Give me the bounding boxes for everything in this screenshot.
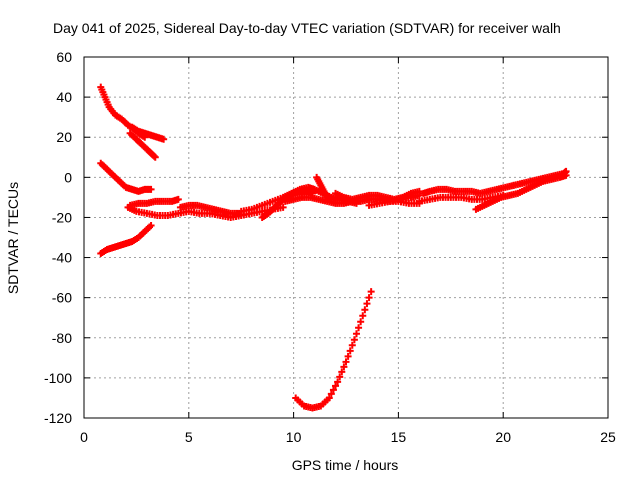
data-point [348,341,356,349]
series-arc-2 [128,123,168,143]
series-arc-14 [365,191,423,209]
series-arc-3 [126,129,159,161]
gridlines [84,57,608,418]
data-point [325,195,333,203]
y-tick-label: -80 [52,330,72,346]
x-tick-label: 5 [185,429,193,445]
x-tick-label: 20 [495,429,511,445]
data-point [355,324,363,332]
data-point [334,378,342,386]
y-tick-label: 60 [56,49,72,65]
data-point [342,358,350,366]
x-tick-label: 10 [286,429,302,445]
data-point [365,294,373,302]
data-point [562,167,570,175]
data-point [359,312,367,320]
y-tick-label: -40 [52,250,72,266]
data-point [415,191,423,199]
data-point [147,185,155,193]
data-point [357,318,365,326]
data-point [151,153,159,161]
series-arc-18 [510,167,570,189]
data-point [147,221,155,229]
y-tick-label: 20 [56,129,72,145]
data-point [344,352,352,360]
y-tick-label: -60 [52,290,72,306]
data-point [327,390,335,398]
data-point [329,386,337,394]
data-point [352,330,360,338]
data-point [338,368,346,376]
data-point [325,394,333,402]
data-point [174,195,182,203]
series-arc-12 [313,173,333,203]
y-tick-label: -100 [44,370,72,386]
x-axis-label: GPS time / hours [292,457,399,473]
y-axis-label: SDTVAR / TECUs [5,182,21,294]
data-point [361,306,369,314]
data-series [97,83,570,412]
series-arc-4 [97,159,155,195]
y-tick-label: 40 [56,89,72,105]
data-point [332,382,340,390]
axis-ticks: 0 5 10 15 20 25 -120 -100 -80 -60 -40 -20 0 20 40 60 [44,49,616,445]
y-tick-label: -20 [52,209,72,225]
data-point [150,152,158,160]
data-point [363,300,371,308]
series-arc-5 [97,221,155,258]
data-point [346,347,354,355]
data-point [279,203,287,211]
y-tick-label: 0 [64,169,72,185]
series-arc-6 [126,195,182,209]
data-point [160,135,168,143]
y-tick-label: -120 [44,410,72,426]
x-tick-label: 15 [391,429,407,445]
x-tick-label: 25 [600,429,616,445]
series-arc-10 [258,187,316,221]
series-arc-19 [292,288,375,412]
chart-title: Day 041 of 2025, Sidereal Day-to-day VTE… [53,20,561,36]
data-point [367,288,375,296]
data-point [340,363,348,371]
x-tick-label: 0 [80,429,88,445]
data-point [336,373,344,381]
plot-frame [83,56,609,419]
data-point [350,336,358,344]
